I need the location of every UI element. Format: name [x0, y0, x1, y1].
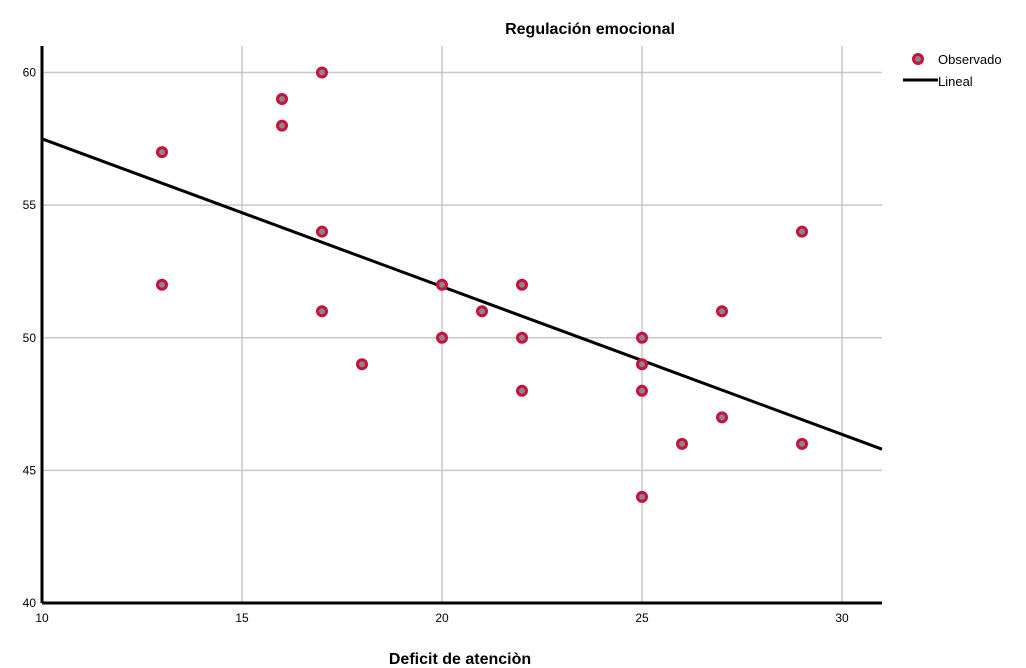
x-tick-label: 30 — [835, 611, 849, 625]
data-point — [276, 119, 288, 132]
data-point — [356, 358, 368, 371]
data-point — [476, 305, 488, 318]
data-point — [316, 66, 328, 79]
data-point — [716, 305, 728, 318]
chart-title: Regulación emocional — [505, 21, 675, 38]
data-point — [636, 358, 648, 371]
y-tick-label: 45 — [23, 463, 37, 477]
x-axis-label: Deficit de atenciòn — [389, 651, 531, 668]
data-point — [636, 384, 648, 397]
data-point — [436, 331, 448, 344]
data-point — [516, 384, 528, 397]
data-point — [716, 411, 728, 424]
legend-item-observado: Observado — [912, 52, 1002, 67]
x-tick-label: 20 — [435, 611, 449, 625]
data-point — [156, 146, 168, 159]
data-point — [156, 278, 168, 291]
data-point — [516, 331, 528, 344]
fit-line-layer — [41, 137, 883, 451]
legend: Observado Lineal — [903, 52, 1002, 89]
x-tick-label: 10 — [35, 611, 49, 625]
data-point — [636, 490, 648, 503]
data-point — [636, 331, 648, 344]
data-point — [276, 93, 288, 106]
y-tick-label: 40 — [23, 596, 37, 610]
data-point — [316, 225, 328, 238]
legend-marker-observado — [912, 53, 924, 65]
data-point — [796, 225, 808, 238]
data-point — [516, 278, 528, 291]
x-tick-label: 15 — [235, 611, 249, 625]
data-points — [156, 66, 808, 503]
fit-line-lineal — [41, 137, 883, 451]
x-tick-label: 25 — [635, 611, 649, 625]
gridlines — [42, 46, 882, 603]
legend-item-lineal: Lineal — [903, 74, 973, 89]
legend-label-lineal: Lineal — [938, 74, 973, 89]
y-tick-label: 55 — [23, 198, 37, 212]
data-point — [796, 437, 808, 450]
axes — [40, 46, 882, 605]
y-tick-label: 60 — [23, 66, 37, 80]
tick-labels: 10 15 20 25 30 40 45 50 55 60 — [23, 66, 849, 625]
data-point — [316, 305, 328, 318]
data-point — [436, 278, 448, 291]
y-tick-label: 50 — [23, 331, 37, 345]
data-point — [676, 437, 688, 450]
legend-label-observado: Observado — [938, 52, 1002, 67]
